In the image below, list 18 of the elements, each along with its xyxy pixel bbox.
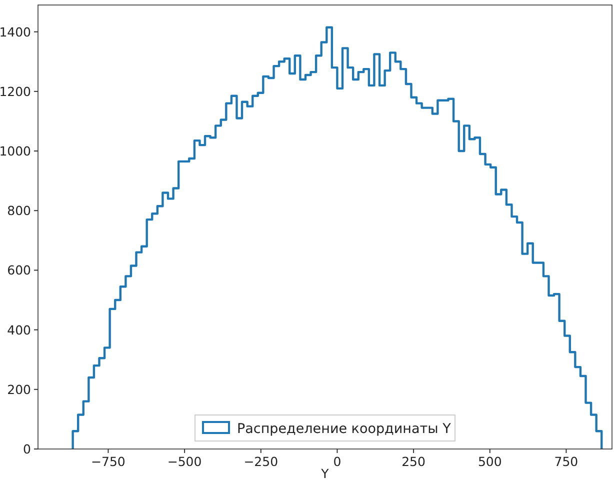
- series-label: Распределение координаты Y: [237, 421, 452, 437]
- x-tick-label: 750: [554, 454, 578, 469]
- x-axis-title: Y: [320, 466, 330, 480]
- y-tick-label: 0: [23, 442, 32, 456]
- x-tick-label: 0: [333, 454, 342, 469]
- y-tick-label: 1400: [0, 24, 32, 40]
- x-tick-label: 500: [478, 454, 502, 469]
- y-tick-label: 400: [7, 322, 32, 338]
- y-tick-label: 200: [7, 382, 32, 397]
- y-tick-label: 1000: [0, 144, 32, 159]
- x-tick-label: 250: [402, 454, 426, 469]
- x-tick-label: −250: [244, 454, 278, 469]
- x-tick-label: −750: [91, 454, 126, 469]
- legend: Распределение координаты Y: [194, 414, 456, 442]
- y-tick-label: 800: [7, 203, 32, 218]
- y-tick-label: 600: [7, 262, 32, 278]
- y-tick-label: 1200: [0, 84, 32, 99]
- x-tick-label: −500: [167, 454, 202, 469]
